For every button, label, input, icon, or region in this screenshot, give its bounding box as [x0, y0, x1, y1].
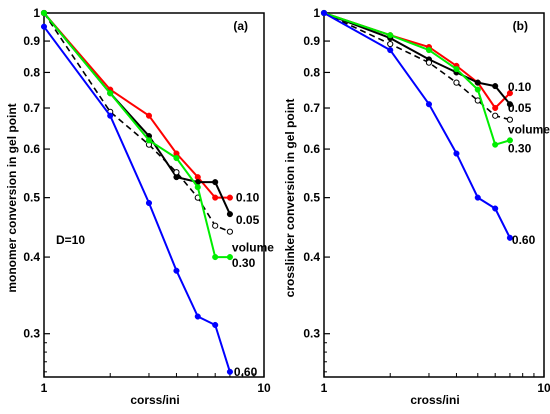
panel-a-y-tick-label: 0.7 — [23, 101, 40, 115]
panel-b-y-axis-label: crosslinker conversion in gel point — [283, 99, 297, 298]
panel-b-data-point — [492, 141, 499, 148]
panel-a-data-point — [226, 211, 233, 218]
panel-a-plot-frame — [43, 12, 265, 378]
panel-b-series-label: 0.05 — [508, 101, 532, 115]
panel-b-data-point — [474, 86, 481, 93]
panel-a-y-tick-label: 0.5 — [23, 191, 40, 205]
panel-b-data-point — [425, 101, 433, 108]
panel-b-series-label: 0.60 — [512, 233, 536, 247]
panel-b-data-point — [387, 47, 394, 54]
panel-a-data-point — [145, 199, 153, 207]
panel-a-series-label: volume — [232, 241, 274, 255]
panel-a-tag: (a) — [233, 19, 248, 33]
panel-a-data-point — [212, 194, 219, 201]
panel-a-y-tick-label: 0.8 — [23, 65, 40, 79]
panel-b-data-point — [474, 97, 481, 104]
panel-a-data-point — [212, 179, 219, 186]
panel-b-data-point — [506, 90, 513, 97]
panel-a-annotation: D=10 — [56, 233, 85, 247]
panel-b-y-tick-label: 0.7 — [303, 101, 320, 115]
panel-b-data-point — [492, 104, 499, 112]
panel-b-data-point — [453, 150, 460, 157]
panel-b-plot-frame — [323, 12, 545, 378]
panel-a-y-tick-label: 0.4 — [23, 250, 40, 264]
panel-b-x-axis-label: cross/ini — [410, 393, 459, 407]
panel-b-data-point — [320, 9, 328, 17]
panel-b-data-point — [387, 40, 394, 48]
panel-b-data-point — [474, 79, 481, 86]
panel-a-data-point — [212, 321, 219, 329]
panel-a-data-point — [226, 368, 233, 375]
panel-a-series-label: 0.60 — [234, 365, 258, 379]
panel-b-series-line-060 — [323, 12, 511, 239]
panel-a-y-tick-label: 0.3 — [23, 327, 40, 341]
panel-b-series-label: 0.30 — [508, 141, 532, 155]
panel-b-x-tick-label: 1 — [321, 381, 328, 395]
panel-b-data-point — [506, 116, 514, 123]
panel-a-data-point — [194, 313, 201, 320]
panel-b-data-point — [506, 234, 513, 241]
panel-b-y-tick-label: 0.9 — [303, 34, 320, 48]
panel-b-series-label: 0.10 — [508, 80, 532, 94]
panel-a-x-tick-label: 10 — [257, 381, 271, 395]
panel-b-data-point — [425, 59, 433, 66]
panel-a-data-point — [40, 23, 48, 30]
panel-b-data-point — [453, 66, 460, 73]
panel-a-data-point — [212, 254, 219, 261]
panel-b-data-point — [453, 79, 460, 86]
panel-b-tag: (b) — [513, 19, 528, 33]
panel-b-data-point — [492, 205, 499, 212]
panel-b-x-tick-label: 10 — [537, 381, 550, 395]
panel-b-y-tick-label: 0.3 — [303, 327, 320, 341]
panel-a-data-point — [173, 169, 180, 176]
panel-a-data-point — [107, 90, 114, 97]
panel-a-y-tick-label: 0.9 — [23, 34, 40, 48]
panel-a-data-point — [226, 254, 233, 261]
panel-a-data-point — [212, 222, 219, 229]
panel-a-chart: (a) D=10 corss/ini monomer conversion in… — [5, 6, 274, 407]
panel-b-series-label: volume — [508, 123, 550, 137]
panel-a-data-point — [145, 137, 153, 144]
panel-a-y-axis-label: monomer conversion in gel point — [5, 103, 19, 292]
panel-a-x-tick-label: 1 — [41, 381, 48, 395]
panel-b-data-point — [425, 47, 433, 54]
panel-b-y-tick-label: 0.8 — [303, 65, 320, 79]
panel-b-data-point — [506, 101, 513, 108]
panel-b-y-tick-label: 0.5 — [303, 191, 320, 205]
panel-b-series-line-030 — [323, 12, 511, 146]
panel-a-data-point — [173, 155, 180, 162]
panel-b-data-point — [387, 32, 394, 39]
panel-b-y-tick-label: 1 — [313, 6, 320, 20]
panel-a-series-label: 0.10 — [236, 191, 260, 205]
panel-a-series-label: 0.30 — [232, 256, 256, 270]
panel-b-y-tick-label: 0.6 — [303, 142, 320, 156]
panel-b-y-tick-label: 0.4 — [303, 250, 320, 264]
panel-a-data-point — [173, 267, 180, 274]
panel-a-series-line-005 — [43, 12, 231, 215]
panel-a-data-point — [226, 194, 233, 201]
panel-a-series-line-010 — [43, 12, 230, 199]
panel-b-data-point — [492, 83, 499, 90]
panel-a-data-point — [40, 9, 48, 17]
panel-b-data-point — [506, 137, 513, 144]
panel-b-chart: (b) cross/ini crosslinker conversion in … — [283, 6, 550, 407]
panel-a-data-point — [226, 228, 234, 235]
panel-a-data-point — [194, 184, 201, 191]
panel-a-y-tick-label: 0.6 — [23, 142, 40, 156]
panel-a-y-tick-label: 1 — [33, 6, 40, 20]
panel-a-data-point — [145, 112, 153, 119]
panel-b-data-point — [492, 112, 499, 119]
panel-b-data-point — [474, 194, 481, 201]
panel-a-series-label: 0.05 — [236, 213, 260, 227]
panel-a-x-axis-label: corss/ini — [130, 393, 179, 407]
panel-b-series-line-010 — [323, 12, 511, 109]
panel-a-series-line-060 — [43, 26, 231, 373]
panel-a-data-point — [107, 112, 114, 119]
